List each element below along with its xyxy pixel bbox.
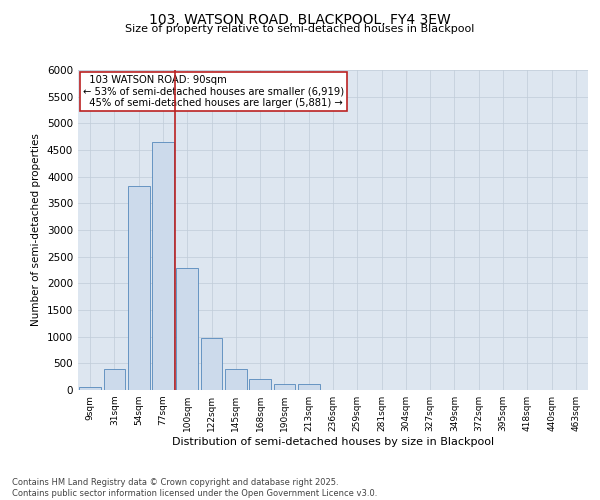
Bar [79, 388, 101, 390]
Text: 103, WATSON ROAD, BLACKPOOL, FY4 3EW: 103, WATSON ROAD, BLACKPOOL, FY4 3EW [149, 12, 451, 26]
Bar [249, 380, 271, 390]
Text: 103 WATSON ROAD: 90sqm
← 53% of semi-detached houses are smaller (6,919)
  45% o: 103 WATSON ROAD: 90sqm ← 53% of semi-det… [83, 75, 344, 108]
Bar [128, 186, 149, 390]
Text: Size of property relative to semi-detached houses in Blackpool: Size of property relative to semi-detach… [125, 24, 475, 34]
Bar [200, 338, 223, 390]
X-axis label: Distribution of semi-detached houses by size in Blackpool: Distribution of semi-detached houses by … [172, 437, 494, 447]
Bar [152, 142, 174, 390]
Bar [104, 368, 125, 390]
Bar [274, 384, 295, 390]
Text: Contains HM Land Registry data © Crown copyright and database right 2025.
Contai: Contains HM Land Registry data © Crown c… [12, 478, 377, 498]
Bar [225, 368, 247, 390]
Y-axis label: Number of semi-detached properties: Number of semi-detached properties [31, 134, 41, 326]
Bar [176, 268, 198, 390]
Bar [298, 384, 320, 390]
